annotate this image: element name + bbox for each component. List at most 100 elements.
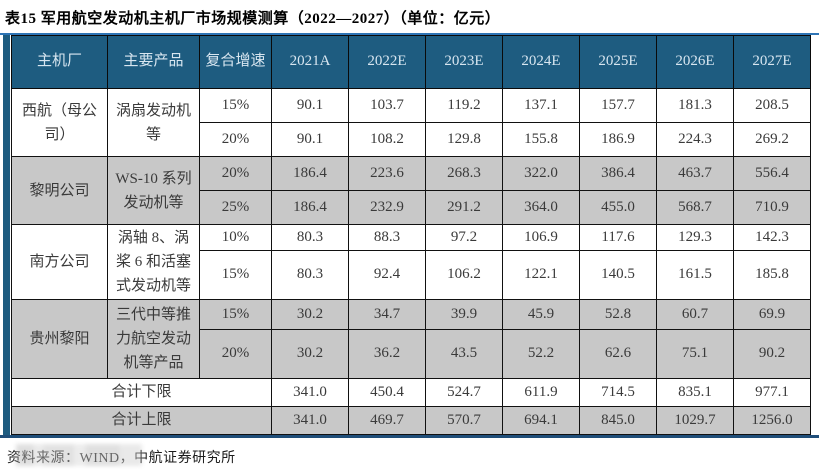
value-cell: 80.3	[271, 223, 349, 252]
source-note: 资料来源：WIND，中航证券研究所	[7, 451, 236, 466]
value-cell: 80.3	[271, 250, 349, 300]
column-header: 2026E	[656, 35, 734, 89]
value-cell: 268.3	[425, 156, 503, 191]
value-cell: 75.1	[656, 329, 734, 379]
rate-cell: 15%	[199, 88, 272, 123]
top-divider	[0, 33, 819, 35]
column-header: 2021A	[271, 35, 349, 89]
value-cell: 186.9	[579, 122, 657, 157]
rate-cell: 15%	[199, 299, 272, 330]
value-cell: 52.8	[579, 299, 657, 330]
product-cell: WS-10 系列发动机等	[107, 156, 200, 225]
value-cell: 269.2	[733, 122, 811, 157]
table-row: 黎明公司 WS-10 系列发动机等 20% 186.4 223.6 268.3 …	[11, 156, 811, 225]
company-cell: 黎明公司	[11, 156, 108, 225]
value-cell: 556.4	[733, 156, 811, 191]
value-cell: 90.1	[271, 88, 349, 123]
value-cell: 103.7	[348, 88, 426, 123]
value-cell: 117.6	[579, 223, 657, 252]
value-cell: 386.4	[579, 156, 657, 191]
value-cell: 714.5	[579, 378, 657, 407]
total-row: 合计下限 341.0 450.4 524.7 611.9 714.5 835.1…	[11, 378, 811, 407]
value-cell: 88.3	[348, 223, 426, 252]
value-cell: 463.7	[656, 156, 734, 191]
table-row: 西航（母公司） 涡扇发动机等 15% 90.1 103.7 119.2 137.…	[11, 88, 811, 157]
value-cell: 142.3	[733, 223, 811, 252]
column-header: 2022E	[348, 35, 426, 89]
value-cell: 161.5	[656, 250, 734, 300]
value-cell: 341.0	[271, 378, 349, 407]
table-row: 20% 90.1 108.2 129.8 155.8 186.9 224.3 2…	[12, 122, 811, 157]
value-cell: 186.4	[271, 190, 349, 225]
value-cell: 69.9	[733, 299, 811, 330]
value-cell: 223.6	[348, 156, 426, 191]
value-cell: 224.3	[656, 122, 734, 157]
value-cell: 1029.7	[656, 406, 734, 435]
rate-cell: 20%	[199, 156, 272, 191]
rate-cell: 20%	[199, 329, 272, 379]
left-accent-bar	[3, 35, 10, 435]
column-header: 2027E	[733, 35, 811, 89]
rate-cell: 20%	[199, 122, 272, 157]
company-cell: 西航（母公司）	[11, 88, 108, 157]
value-cell: 469.7	[348, 406, 426, 435]
table-title: 表15 军用航空发动机主机厂市场规模测算（2022—2027）（单位：亿元）	[5, 11, 501, 27]
total-label-cell: 合计上限	[11, 406, 272, 435]
value-cell: 43.5	[425, 329, 503, 379]
total-label-cell: 合计下限	[11, 378, 272, 407]
total-row: 合计上限 341.0 469.7 570.7 694.1 845.0 1029.…	[11, 406, 811, 435]
value-cell: 450.4	[348, 378, 426, 407]
market-size-table: 主机厂 主要产品 复合增速 2021A 2022E 2023E 2024E 20…	[11, 35, 811, 435]
value-cell: 30.2	[271, 299, 349, 330]
table-row: 20% 30.2 36.2 43.5 52.2 62.6 75.1 90.2	[12, 329, 811, 379]
value-cell: 1256.0	[733, 406, 811, 435]
value-cell: 524.7	[425, 378, 503, 407]
column-header: 主要产品	[107, 35, 200, 89]
table-row: 南方公司 涡轴 8、涡桨 6 和活塞式发动机等 10% 80.3 88.3 97…	[11, 223, 811, 300]
value-cell: 108.2	[348, 122, 426, 157]
value-cell: 208.5	[733, 88, 811, 123]
value-cell: 90.1	[271, 122, 349, 157]
company-cell: 南方公司	[11, 224, 108, 300]
rate-cell: 15%	[199, 250, 272, 300]
value-cell: 455.0	[579, 190, 657, 225]
value-cell: 570.7	[425, 406, 503, 435]
value-cell: 119.2	[425, 88, 503, 123]
value-cell: 322.0	[502, 156, 580, 191]
value-cell: 155.8	[502, 122, 580, 157]
value-cell: 611.9	[502, 378, 580, 407]
product-cell: 涡轴 8、涡桨 6 和活塞式发动机等	[107, 224, 200, 300]
footer: 资料来源：WIND，中航证券研究所	[0, 444, 819, 467]
value-cell: 34.7	[348, 299, 426, 330]
bottom-divider	[0, 435, 819, 438]
value-cell: 568.7	[656, 190, 734, 225]
column-header: 2023E	[425, 35, 503, 89]
company-cell: 贵州黎阳	[11, 299, 108, 379]
value-cell: 835.1	[656, 378, 734, 407]
value-cell: 106.2	[425, 250, 503, 300]
value-cell: 140.5	[579, 250, 657, 300]
value-cell: 39.9	[425, 299, 503, 330]
value-cell: 30.2	[271, 329, 349, 379]
value-cell: 694.1	[502, 406, 580, 435]
value-cell: 157.7	[579, 88, 657, 123]
value-cell: 137.1	[502, 88, 580, 123]
value-cell: 364.0	[502, 190, 580, 225]
value-cell: 52.2	[502, 329, 580, 379]
value-cell: 92.4	[348, 250, 426, 300]
header-row: 主机厂 主要产品 复合增速 2021A 2022E 2023E 2024E 20…	[11, 35, 811, 89]
value-cell: 341.0	[271, 406, 349, 435]
rate-cell: 10%	[199, 223, 272, 252]
value-cell: 129.8	[425, 122, 503, 157]
table-row: 25% 186.4 232.9 291.2 364.0 455.0 568.7 …	[12, 190, 811, 225]
value-cell: 710.9	[733, 190, 811, 225]
value-cell: 129.3	[656, 223, 734, 252]
product-cell: 涡扇发动机等	[107, 88, 200, 157]
value-cell: 122.1	[502, 250, 580, 300]
value-cell: 185.8	[733, 250, 811, 300]
table-row: 15% 80.3 92.4 106.2 122.1 140.5 161.5 18…	[12, 250, 811, 300]
column-header: 2024E	[502, 35, 580, 89]
table-container: 主机厂 主要产品 复合增速 2021A 2022E 2023E 2024E 20…	[0, 35, 819, 435]
value-cell: 90.2	[733, 329, 811, 379]
